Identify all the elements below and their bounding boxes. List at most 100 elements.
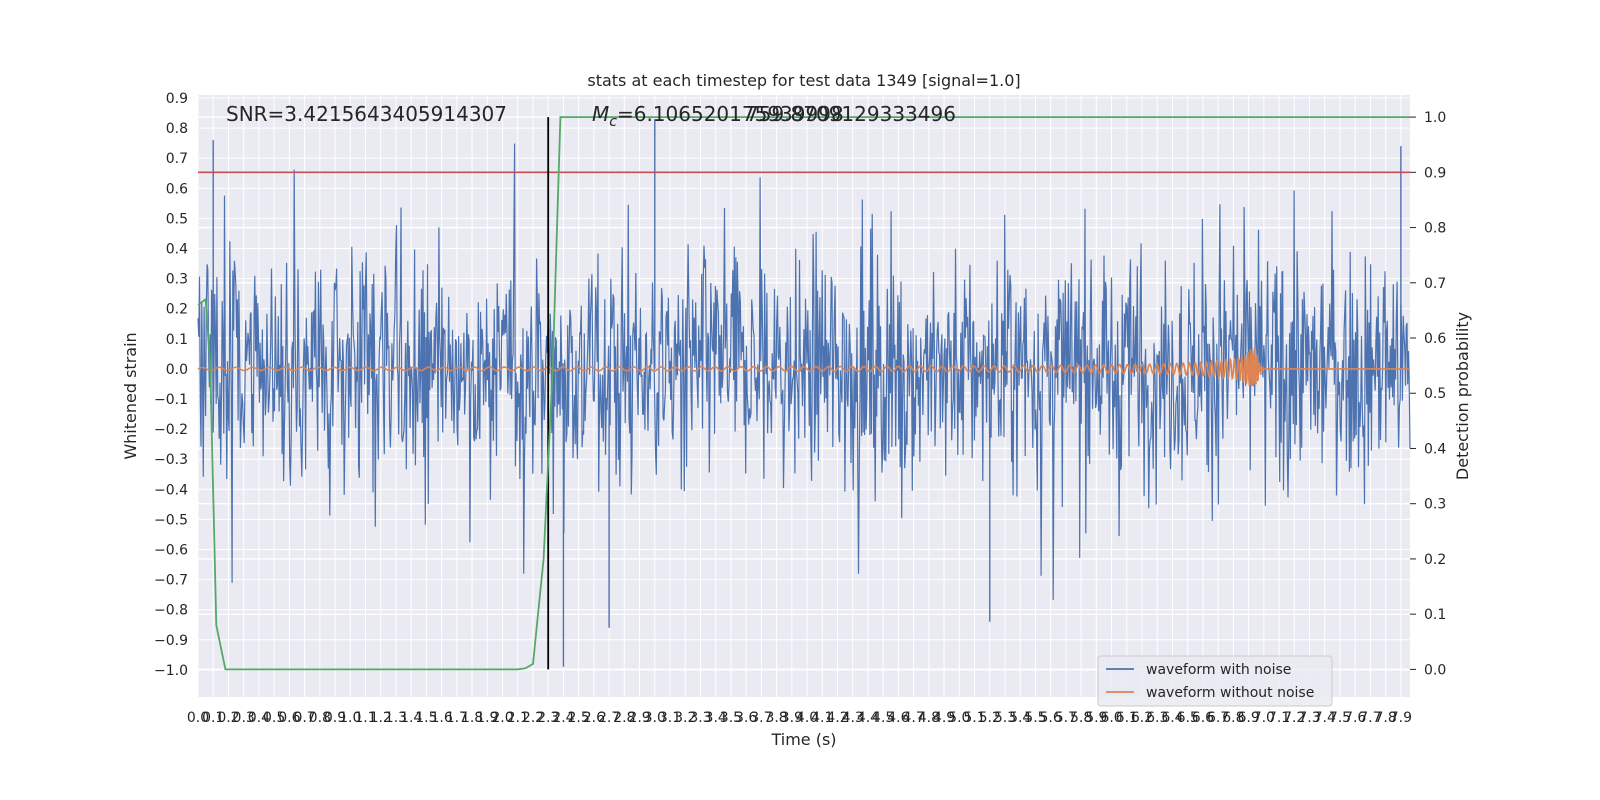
x-tick-label: 7.9 (1390, 710, 1412, 726)
x-tick-label: 6.7 (1207, 710, 1229, 726)
x-tick-label: 3.4 (705, 710, 727, 726)
x-tick-label: 0.8 (309, 710, 331, 726)
x-tick-label: 5.1 (963, 710, 985, 726)
x-tick-label: 0.2 (217, 710, 239, 726)
y2-tick-label: 0.6 (1424, 331, 1446, 347)
y-tick-label: −0.9 (154, 633, 188, 649)
x-tick-label: 3.9 (781, 710, 803, 726)
legend-entry-noise: waveform with noise (1146, 662, 1291, 678)
x-tick-label: 3.7 (750, 710, 772, 726)
x-tick-label: 7.3 (1298, 710, 1320, 726)
series-detection-probability (197, 116, 1410, 671)
y-tick-label: 0.9 (166, 91, 188, 107)
mc-symbol: M (592, 102, 609, 126)
y-tick-label: −1.0 (154, 663, 188, 679)
legend-box (1097, 655, 1333, 707)
x-tick-label: 3.1 (659, 710, 681, 726)
x-tick-label: 6.9 (1237, 710, 1259, 726)
overlay-lines (198, 117, 1410, 670)
x-tick-label: 2.6 (583, 710, 605, 726)
probability-line (197, 116, 1410, 671)
y2-tick-label: 0.7 (1424, 276, 1446, 292)
x-tick-label: 4.1 (811, 710, 833, 726)
x-tick-label: 2.8 (613, 710, 635, 726)
x-tick-label: 0.7 (293, 710, 315, 726)
y-tick-label: 0.3 (166, 272, 188, 288)
x-tick-label: 3.6 (735, 710, 757, 726)
x-tick-label: 2.1 (507, 710, 529, 726)
y-tick-label: −0.6 (154, 543, 188, 559)
x-tick-label: 3.8 (765, 710, 787, 726)
y2-tick-label: 0.1 (1424, 607, 1446, 623)
chirp-mass-annotation: Mc=6.106520175939998 (592, 102, 844, 130)
mc-value: =6.106520175939998 (617, 102, 844, 126)
chart-title: stats at each timestep for test data 134… (587, 71, 1020, 90)
series-waveform-with-noise (197, 119, 1411, 667)
y2-axis-ticks: 1.0 0.9 0.8 0.7 0.6 0.5 0.4 0.3 0.2 0.1 0.0 (1410, 110, 1446, 678)
x-tick-label: 0.0 (187, 710, 209, 726)
x-tick-label: 4.6 (887, 710, 909, 726)
noise-waveform-line (197, 143, 1411, 600)
y-axis-label: Whitened strain (121, 332, 140, 459)
chirp-mass-overlap-text: 759.8709129333496 (746, 102, 956, 126)
x-tick-label: 4.5 (872, 710, 894, 726)
x-tick-label: 6.2 (1131, 710, 1153, 726)
y2-axis-label: Detection probability (1453, 312, 1472, 480)
y-tick-label: −0.4 (154, 482, 188, 498)
y2-tick-label: 0.5 (1424, 386, 1446, 402)
x-tick-label: 1.1 (354, 710, 376, 726)
x-tick-label: 4.8 (918, 710, 940, 726)
x-tick-label: 5.5 (1024, 710, 1046, 726)
x-tick-label: 5.8 (1070, 710, 1092, 726)
y-tick-label: 0.5 (166, 211, 188, 227)
x-tick-label: 4.7 (902, 710, 924, 726)
y-tick-label: 0.0 (166, 362, 188, 378)
y2-tick-label: 0.2 (1424, 552, 1446, 568)
y2-tick-label: 0.9 (1424, 165, 1446, 181)
snr-annotation: SNR=3.4215643405914307 (226, 102, 507, 126)
series-waveform-without-noise (197, 347, 1410, 387)
x-tick-label: 0.4 (248, 710, 270, 726)
x-tick-label: 1.7 (446, 710, 468, 726)
x-tick-label: 7.8 (1375, 710, 1397, 726)
x-tick-label: 3.2 (674, 710, 696, 726)
y-tick-label: −0.3 (154, 452, 188, 468)
x-tick-label: 2.9 (628, 710, 650, 726)
x-tick-label: 6.4 (1161, 710, 1183, 726)
y-tick-label: −0.5 (154, 512, 188, 528)
y2-tick-label: 0.8 (1424, 221, 1446, 237)
x-tick-label: 1.3 (385, 710, 407, 726)
x-tick-label: 5.9 (1085, 710, 1107, 726)
y-tick-label: −0.2 (154, 422, 188, 438)
clean-waveform-line (197, 347, 1410, 387)
x-tick-label: 7.2 (1283, 710, 1305, 726)
x-tick-label: 5.2 (979, 710, 1001, 726)
x-tick-label: 6.1 (1116, 710, 1138, 726)
x-tick-label: 2.5 (568, 710, 590, 726)
mc-subscript: c (609, 114, 617, 130)
y-tick-label: 0.1 (166, 332, 188, 348)
legend-entry-clean: waveform without noise (1146, 685, 1314, 701)
x-tick-label: 4.2 (826, 710, 848, 726)
x-tick-label: 5.6 (1040, 710, 1062, 726)
x-tick-label: 0.3 (233, 710, 255, 726)
x-tick-label: 3.5 (720, 710, 742, 726)
x-tick-label: 0.9 (324, 710, 346, 726)
x-tick-label: 5.4 (1009, 710, 1031, 726)
y2-tick-label: 1.0 (1424, 110, 1446, 126)
x-tick-label: 6.5 (1177, 710, 1199, 726)
y2-tick-label: 0.3 (1424, 497, 1446, 513)
x-tick-label: 1.2 (370, 710, 392, 726)
y-tick-label: 0.2 (166, 302, 188, 318)
x-tick-label: 0.1 (202, 710, 224, 726)
y2-tick-label: 0.4 (1424, 441, 1446, 457)
x-tick-label: 0.6 (278, 710, 300, 726)
x-tick-label: 7.6 (1344, 710, 1366, 726)
x-tick-label: 0.5 (263, 710, 285, 726)
x-tick-label: 4.3 (842, 710, 864, 726)
x-tick-label: 1.0 (339, 710, 361, 726)
x-axis-ticks: 0.00.10.20.30.40.50.60.70.80.91.01.11.21… (187, 710, 1412, 726)
x-tick-label: 7.4 (1314, 710, 1336, 726)
x-tick-label: 2.0 (491, 710, 513, 726)
